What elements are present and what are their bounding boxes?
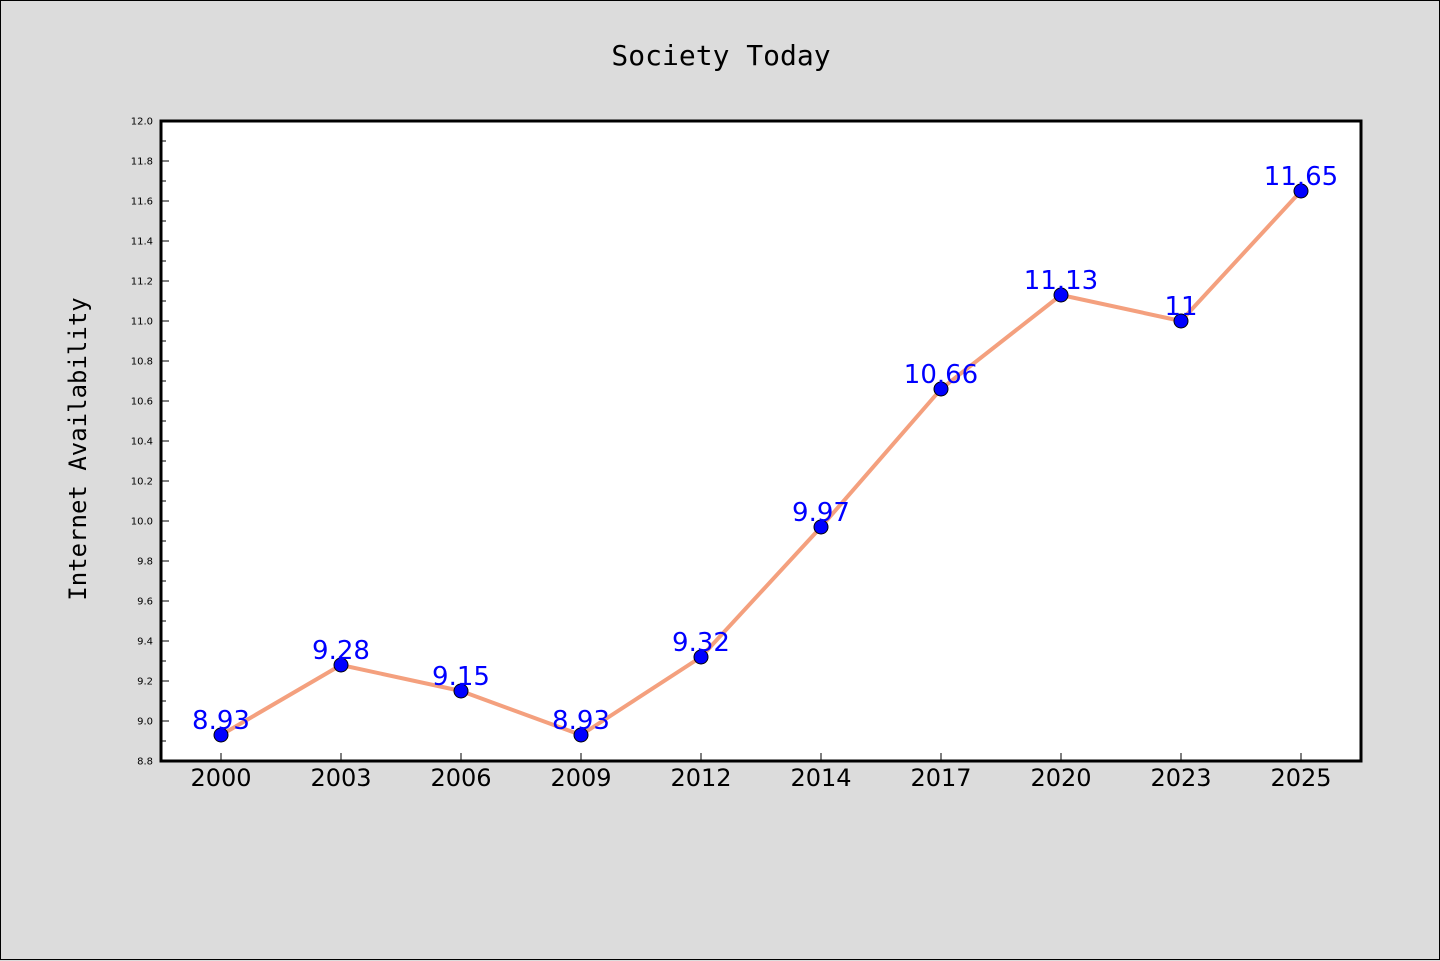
series-layer: 8.93 9.28 9.15 8.93 9.32 9.97 10.66 11.13 11 11.6…: [192, 162, 1338, 743]
data-point: [1293, 183, 1309, 199]
y-tick-label: 11.6: [131, 197, 153, 208]
x-tick-label: 2003: [310, 764, 371, 792]
y-tick-label: 10.6: [131, 397, 153, 408]
y-tick-label: 9.8: [137, 557, 153, 568]
x-tick-label: 2020: [1030, 764, 1091, 792]
x-tick-label: 2023: [1150, 764, 1211, 792]
data-label: 9.32: [672, 628, 730, 658]
y-tick-label: 11.4: [131, 237, 153, 248]
series-line: [219, 189, 1303, 737]
data-point: [333, 657, 349, 673]
chart-title: Society Today: [611, 39, 830, 72]
x-tick-label: 2017: [910, 764, 971, 792]
data-label: 9.28: [312, 636, 370, 666]
x-tick-label: 2000: [190, 764, 251, 792]
x-tick-label: 2006: [430, 764, 491, 792]
y-tick-label: 10.0: [131, 517, 153, 528]
y-tick-label: 12.0: [131, 117, 153, 128]
data-point: [453, 683, 469, 699]
x-tick-label: 2012: [670, 764, 731, 792]
y-tick-label: 9.0: [137, 717, 153, 728]
y-tick-label: 10.2: [131, 477, 153, 488]
x-tick-label: 2025: [1270, 764, 1331, 792]
y-tick-label: 11.8: [131, 157, 153, 168]
y-tick-label: 10.4: [131, 437, 153, 448]
data-point: [933, 381, 949, 397]
y-tick-label: 11.2: [131, 277, 153, 288]
data-label: 9.97: [792, 498, 850, 528]
x-tick-label: 2009: [550, 764, 611, 792]
x-tick-label: 2014: [790, 764, 851, 792]
plot-border: [159, 119, 1363, 763]
data-point: [1053, 287, 1069, 303]
data-label: 11: [1164, 292, 1197, 322]
y-tick-label: 9.4: [137, 637, 153, 648]
data-point: [693, 649, 709, 665]
data-point: [213, 727, 229, 743]
data-label: 10.66: [904, 360, 978, 390]
y-tick-label: 9.6: [137, 597, 153, 608]
y-tick-label: 9.2: [137, 677, 153, 688]
x-axis: 2000 2003 2006 2009 2012 2014 2017 2020 2023 2025: [190, 753, 1332, 792]
y-tick-label: 8.8: [137, 757, 153, 768]
data-point: [813, 519, 829, 535]
y-tick-label: 10.8: [131, 357, 153, 368]
data-label: 11.65: [1264, 162, 1338, 192]
data-point: [1173, 313, 1189, 329]
data-label: 11.13: [1024, 266, 1098, 296]
data-label: 8.93: [192, 706, 250, 736]
y-tick-label: 11.0: [131, 317, 153, 328]
data-point: [573, 727, 589, 743]
data-label: 8.93: [552, 706, 610, 736]
y-axis-label: Internet Availability: [64, 297, 92, 600]
plot-area: [161, 121, 1361, 761]
data-label: 9.15: [432, 662, 490, 692]
